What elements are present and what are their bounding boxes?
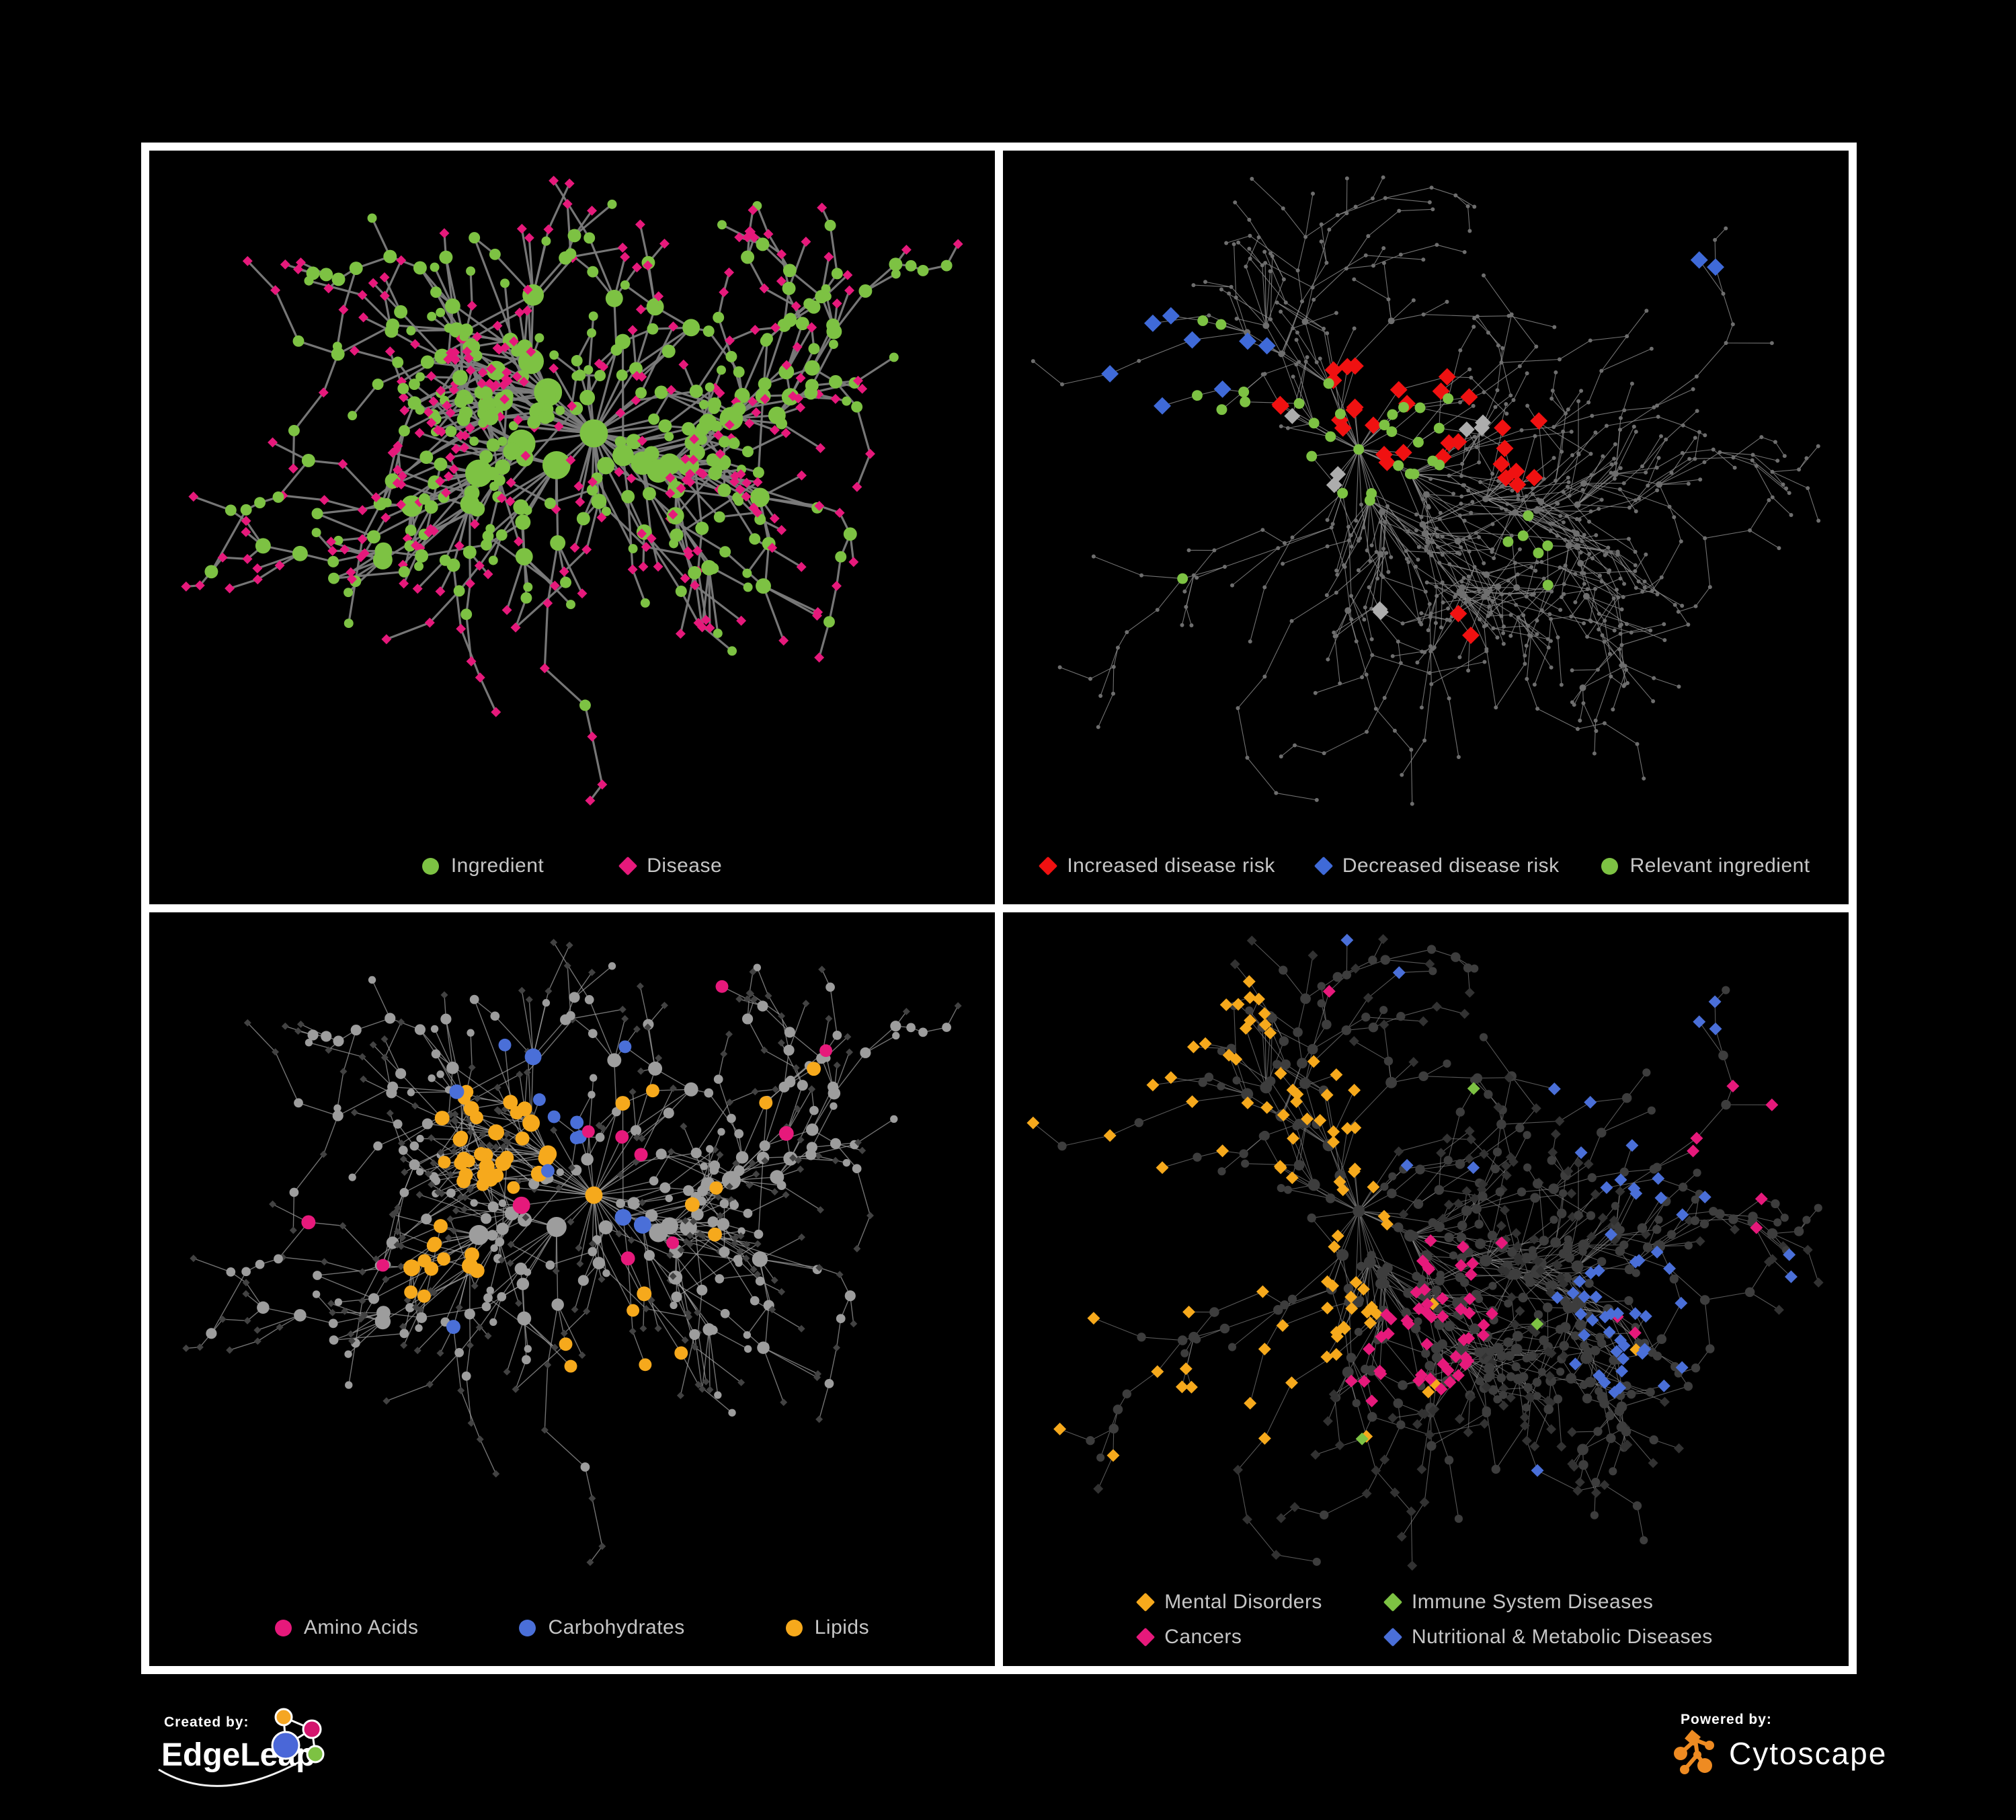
legend-item: Ingredient bbox=[421, 855, 545, 877]
disease-risk-network-graph bbox=[1031, 175, 1821, 806]
created-by-label: Created by: bbox=[164, 1714, 249, 1730]
legend-ingredient-disease: Ingredient Disease bbox=[149, 855, 995, 877]
legend-item: Cancers bbox=[1136, 1626, 1322, 1649]
legend-label: Immune System Diseases bbox=[1411, 1591, 1654, 1613]
legend-item: Nutritional & Metabolic Diseases bbox=[1383, 1626, 1713, 1649]
legend-label: Increased disease risk bbox=[1067, 855, 1275, 877]
legend-label: Carbohydrates bbox=[548, 1616, 685, 1638]
legend-item: Disease bbox=[618, 855, 723, 877]
legend-circle-icon bbox=[519, 1619, 536, 1636]
legend-label: Decreased disease risk bbox=[1342, 855, 1560, 877]
legend-circle-icon bbox=[1601, 857, 1618, 875]
panel-nutrient-classes: Amino Acids Carbohydrates Lipids bbox=[145, 908, 999, 1670]
cytoscape-logo-icon bbox=[1674, 1729, 1714, 1774]
powered-by-label: Powered by: bbox=[1681, 1712, 1772, 1727]
legend-disease-risk: Increased disease risk Decreased disease … bbox=[1003, 855, 1849, 877]
legend-diamond-icon bbox=[1383, 1627, 1403, 1647]
legend-item: Increased disease risk bbox=[1039, 855, 1275, 877]
cytoscape-wordmark: Cytoscape bbox=[1729, 1736, 1887, 1771]
legend-diamond-icon bbox=[1136, 1627, 1156, 1647]
legend-diamond-icon bbox=[1314, 856, 1333, 876]
legend-circle-icon bbox=[421, 857, 439, 875]
legend-item: Mental Disorders bbox=[1136, 1591, 1322, 1614]
panel-ingredient-disease: Ingredient Disease bbox=[145, 147, 999, 908]
legend-label: Relevant ingredient bbox=[1629, 855, 1810, 877]
edgeleap-logo-icon bbox=[158, 1708, 325, 1787]
legend-diamond-icon bbox=[618, 856, 638, 876]
panel-grid: Ingredient Disease Increased disease risk… bbox=[141, 143, 1857, 1674]
legend-disease-categories: Mental Disorders Immune System Diseases Ca… bbox=[1003, 1591, 1849, 1649]
legend-label: Disease bbox=[647, 855, 723, 877]
legend-label: Mental Disorders bbox=[1164, 1591, 1322, 1613]
legend-label: Ingredient bbox=[450, 855, 545, 877]
legend-nutrient-classes: Amino Acids Carbohydrates Lipids bbox=[149, 1616, 995, 1639]
legend-diamond-icon bbox=[1383, 1592, 1403, 1612]
legend-item: Carbohydrates bbox=[519, 1616, 684, 1639]
legend-diamond-icon bbox=[1136, 1592, 1156, 1612]
legend-diamond-icon bbox=[1039, 856, 1058, 876]
legend-circle-icon bbox=[785, 1619, 803, 1636]
legend-item: Immune System Diseases bbox=[1383, 1591, 1713, 1614]
ingredient-disease-network-graph bbox=[181, 175, 963, 806]
legend-label: Nutritional & Metabolic Diseases bbox=[1411, 1626, 1713, 1648]
legend-item: Decreased disease risk bbox=[1314, 855, 1560, 877]
panel-disease-risk: Increased disease risk Decreased disease … bbox=[999, 147, 1853, 908]
panel-disease-categories: Mental Disorders Immune System Diseases Ca… bbox=[999, 908, 1853, 1670]
legend-circle-icon bbox=[274, 1619, 292, 1636]
legend-label: Lipids bbox=[814, 1616, 870, 1638]
edgeleap-branding: Created by: EdgeLeap bbox=[149, 1702, 539, 1820]
legend-label: Amino Acids bbox=[303, 1616, 419, 1638]
disease-category-network-graph bbox=[1026, 933, 1824, 1571]
cytoscape-branding: Powered by: Cytoscape bbox=[1667, 1702, 1990, 1796]
legend-item: Amino Acids bbox=[274, 1616, 419, 1639]
legend-label: Cancers bbox=[1164, 1626, 1242, 1648]
legend-item: Lipids bbox=[785, 1616, 870, 1639]
nutrient-class-network-graph bbox=[182, 939, 962, 1567]
legend-item: Relevant ingredient bbox=[1601, 855, 1810, 877]
